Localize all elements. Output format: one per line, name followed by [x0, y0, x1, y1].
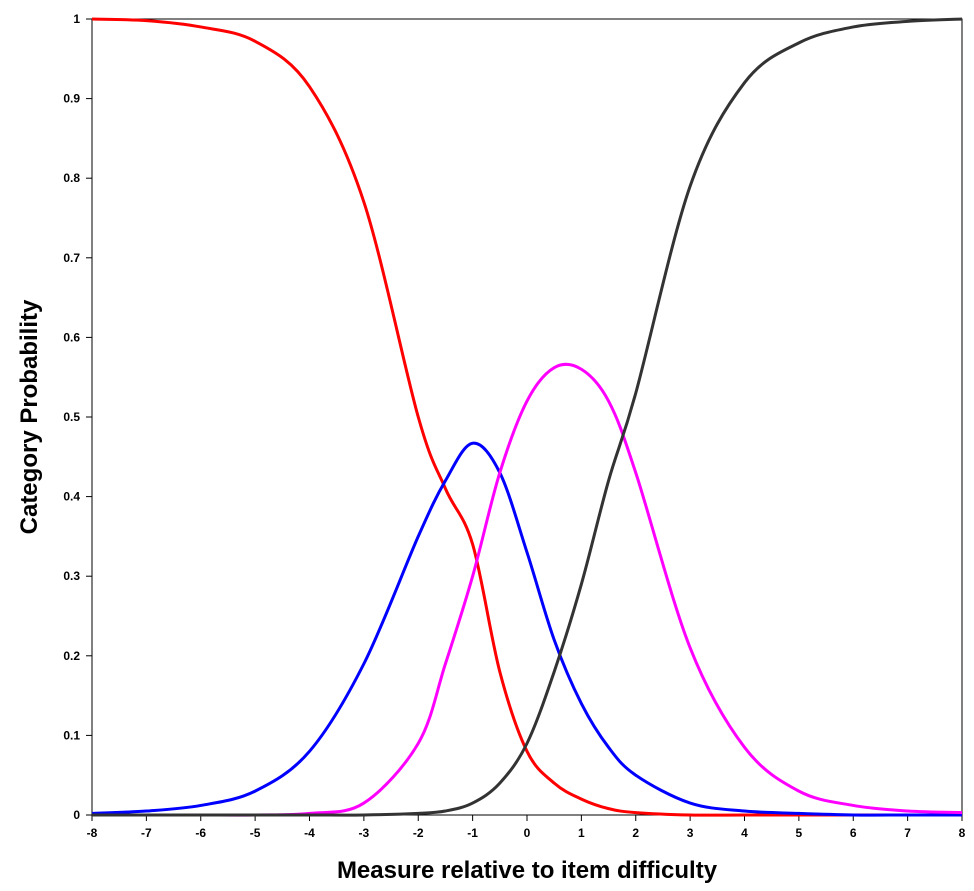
y-tick-label: 0.5 — [63, 410, 80, 424]
y-axis-title: Category Probability — [16, 299, 43, 534]
x-tick-label: 5 — [796, 826, 803, 840]
x-tick-label: -4 — [304, 826, 315, 840]
x-tick-label: -1 — [467, 826, 478, 840]
y-tick-label: 0.9 — [63, 92, 80, 106]
x-tick-label: 8 — [959, 826, 966, 840]
y-axis: 0 0.1 0.2 0.3 0.4 0.5 0.6 0.7 0.8 0.9 1 — [63, 12, 92, 822]
y-tick-label: 0.6 — [63, 330, 80, 344]
y-tick-label: 0.7 — [63, 251, 80, 265]
y-tick-label: 1 — [73, 12, 80, 26]
x-tick-label: 2 — [632, 826, 639, 840]
y-tick-label: 0.4 — [63, 490, 80, 504]
y-tick-label: 0.2 — [63, 649, 80, 663]
x-tick-label: -3 — [359, 826, 370, 840]
series-line-1 — [91, 17, 962, 817]
series-line-2 — [91, 441, 962, 817]
y-tick-label: 0.8 — [63, 171, 80, 185]
y-tick-label: 0.1 — [63, 728, 80, 742]
x-tick-label: 3 — [687, 826, 694, 840]
x-tick-label: -8 — [87, 826, 98, 840]
x-tick-label: -7 — [141, 826, 152, 840]
x-tick-label: 0 — [524, 826, 531, 840]
x-tick-label: -2 — [413, 826, 424, 840]
x-tick-label: -5 — [250, 826, 261, 840]
x-tick-label: 7 — [904, 826, 911, 840]
x-tick-label: 1 — [578, 826, 585, 840]
series-layer — [91, 17, 963, 817]
x-tick-label: 4 — [741, 826, 748, 840]
y-tick-label: 0 — [73, 808, 80, 822]
x-tick-label: -6 — [195, 826, 206, 840]
y-tick-label: 0.3 — [63, 569, 80, 583]
series-line-4 — [92, 17, 963, 817]
x-axis-title: Measure relative to item difficulty — [337, 857, 718, 884]
x-tick-label: 6 — [850, 826, 857, 840]
